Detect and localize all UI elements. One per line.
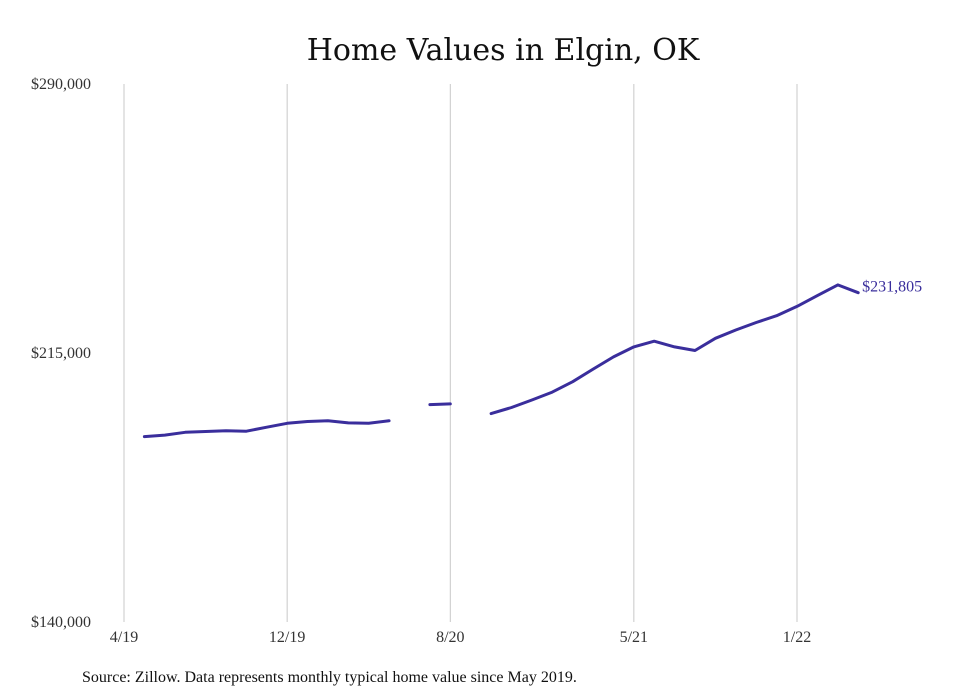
y-tick-label: $215,000 <box>31 345 91 362</box>
x-tick-label: 8/20 <box>436 629 464 646</box>
series-line-segment-0 <box>142 419 391 439</box>
y-tick-label: $140,000 <box>31 614 91 631</box>
source-note: Source: Zillow. Data represents monthly … <box>82 669 577 686</box>
y-axis-tick-labels: $290,000 $215,000 $140,000 <box>31 76 91 631</box>
chart-title: Home Values in Elgin, OK <box>307 33 700 68</box>
x-tick-label: 4/19 <box>110 629 138 646</box>
x-tick-label: 5/21 <box>620 629 648 646</box>
last-value-label: $231,805 <box>862 279 922 296</box>
series-lines <box>142 283 860 439</box>
x-tick-label: 12/19 <box>269 629 305 646</box>
x-tick-label: 1/22 <box>783 629 811 646</box>
y-tick-label: $290,000 <box>31 76 91 93</box>
series-line-segment-2 <box>489 283 860 416</box>
series-line-segment-1 <box>428 402 452 407</box>
gridlines <box>123 84 798 622</box>
x-axis-tick-labels: 4/19 12/19 8/20 5/21 1/22 <box>110 629 811 646</box>
